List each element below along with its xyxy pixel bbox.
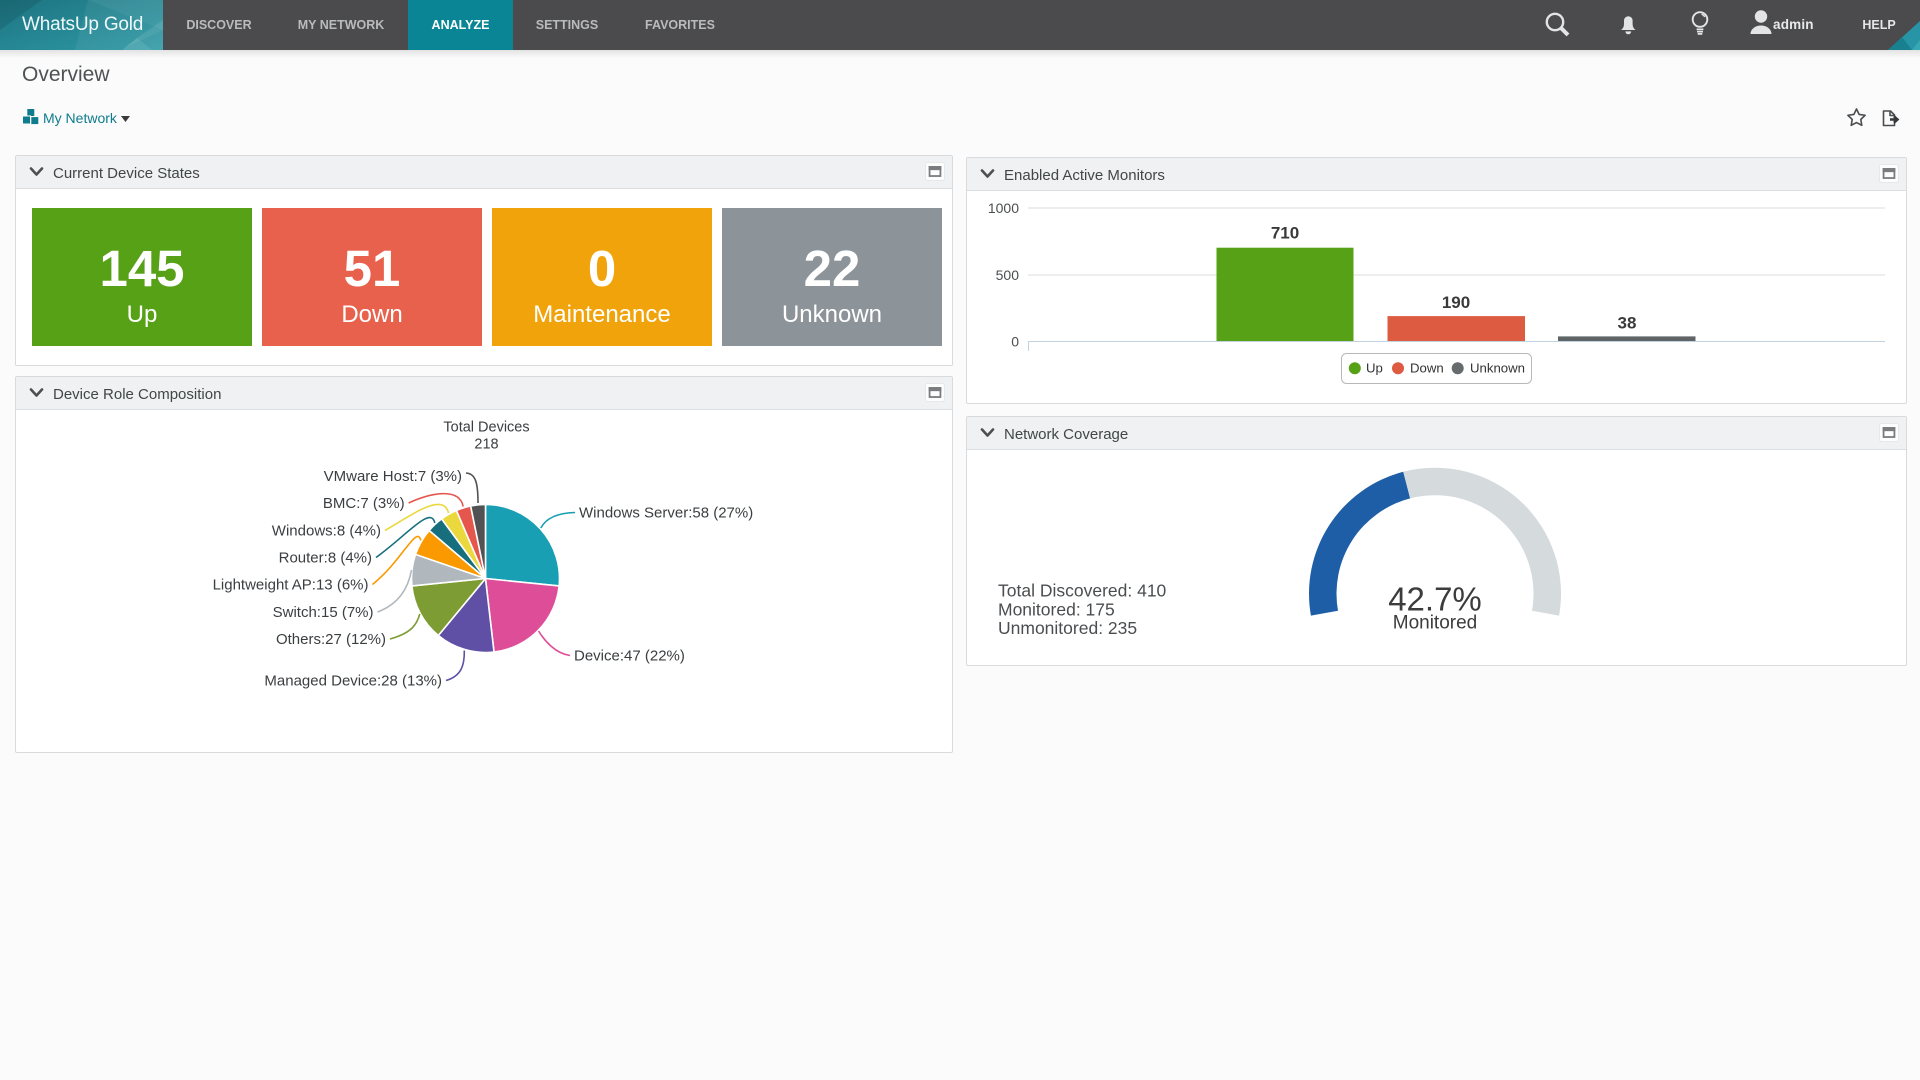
svg-text:Monitored: 175: Monitored: 175 <box>998 599 1115 619</box>
svg-text:Total Devices: Total Devices <box>443 420 529 436</box>
svg-text:0: 0 <box>1011 334 1019 350</box>
svg-text:42.7%: 42.7% <box>1388 581 1482 618</box>
svg-text:1000: 1000 <box>988 200 1019 216</box>
svg-text:Switch:15 (7%): Switch:15 (7%) <box>273 604 374 621</box>
svg-text:Monitored: Monitored <box>1393 613 1478 634</box>
svg-text:Lightweight AP:13 (6%): Lightweight AP:13 (6%) <box>213 577 369 594</box>
svg-text:218: 218 <box>474 437 498 453</box>
svg-text:Windows Server:58 (27%): Windows Server:58 (27%) <box>579 505 753 522</box>
svg-text:Total Discovered: 410: Total Discovered: 410 <box>998 581 1167 601</box>
svg-text:Unknown: Unknown <box>1470 361 1525 376</box>
svg-text:Router:8 (4%): Router:8 (4%) <box>279 550 372 567</box>
svg-text:Down: Down <box>1410 361 1444 376</box>
svg-text:Others:27 (12%): Others:27 (12%) <box>276 631 386 648</box>
svg-text:Managed Device:28 (13%): Managed Device:28 (13%) <box>264 673 442 690</box>
svg-text:710: 710 <box>1271 224 1299 243</box>
svg-text:BMC:7 (3%): BMC:7 (3%) <box>323 495 405 512</box>
svg-text:Unmonitored: 235: Unmonitored: 235 <box>998 618 1137 638</box>
svg-text:Windows:8 (4%): Windows:8 (4%) <box>272 523 381 540</box>
svg-text:Up: Up <box>1366 361 1383 376</box>
svg-text:190: 190 <box>1442 293 1470 312</box>
svg-text:VMware Host:7 (3%): VMware Host:7 (3%) <box>324 468 462 485</box>
svg-text:38: 38 <box>1618 314 1637 333</box>
svg-text:500: 500 <box>996 267 1020 283</box>
svg-text:Device:47 (22%): Device:47 (22%) <box>574 648 685 665</box>
